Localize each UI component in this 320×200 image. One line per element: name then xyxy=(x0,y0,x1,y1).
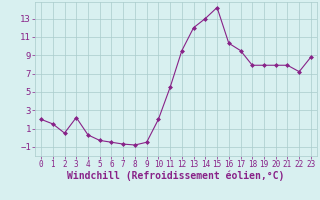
X-axis label: Windchill (Refroidissement éolien,°C): Windchill (Refroidissement éolien,°C) xyxy=(67,171,285,181)
